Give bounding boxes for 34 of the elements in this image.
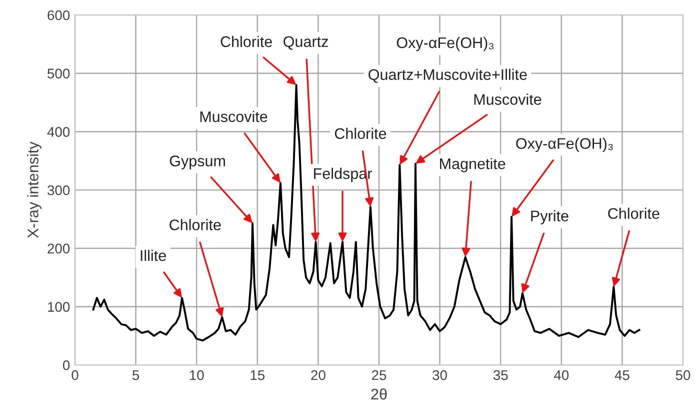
annotation: Quartz+Muscovite+Illite xyxy=(368,68,527,83)
x-tick-label: 25 xyxy=(372,370,386,380)
annotation: Muscovite xyxy=(200,110,268,122)
annotation: Gypsum xyxy=(170,156,225,170)
y-tick-label: 500 xyxy=(48,68,70,79)
x-tick-label: 20 xyxy=(311,370,326,380)
y-tick-label: 400 xyxy=(47,127,70,137)
annotation: Oxy-αFe(OH)₃ xyxy=(516,138,613,152)
x-tick-label: 0 xyxy=(72,370,78,380)
x-tick-label: 5 xyxy=(132,370,140,380)
x-tick-label: 40 xyxy=(554,370,569,380)
x-tick-label: 30 xyxy=(432,370,447,380)
y-tick-label: 100 xyxy=(48,302,70,312)
x-tick-label: 45 xyxy=(614,370,630,380)
y-tick-label: 600 xyxy=(48,10,70,20)
x-tick-label: 15 xyxy=(250,370,265,380)
x-axis-title: 2θ xyxy=(371,388,387,400)
x-tick-label: 35 xyxy=(493,370,508,380)
annotation: Chlorite xyxy=(170,219,221,230)
annotation: Quartz xyxy=(284,36,328,50)
annotation: Muscovite xyxy=(474,94,542,105)
annotation: Pyrite xyxy=(531,210,568,224)
x-tick-label: 10 xyxy=(190,370,204,380)
y-tick-label: 0 xyxy=(62,360,70,370)
annotation: Oxy-αFe(OH)₃ xyxy=(396,36,494,52)
y-tick-label: 300 xyxy=(48,185,70,196)
annotation: Chlorite xyxy=(608,208,660,219)
annotation: Chlorite xyxy=(220,36,272,48)
annotation: Illite xyxy=(140,250,166,262)
x-tick-label: 50 xyxy=(676,370,690,380)
annotation: Magnetite xyxy=(440,158,506,172)
y-tick-label: 200 xyxy=(48,244,70,254)
y-axis-title: X-ray intensity xyxy=(27,142,42,238)
annotation: Chlorite xyxy=(334,128,386,140)
